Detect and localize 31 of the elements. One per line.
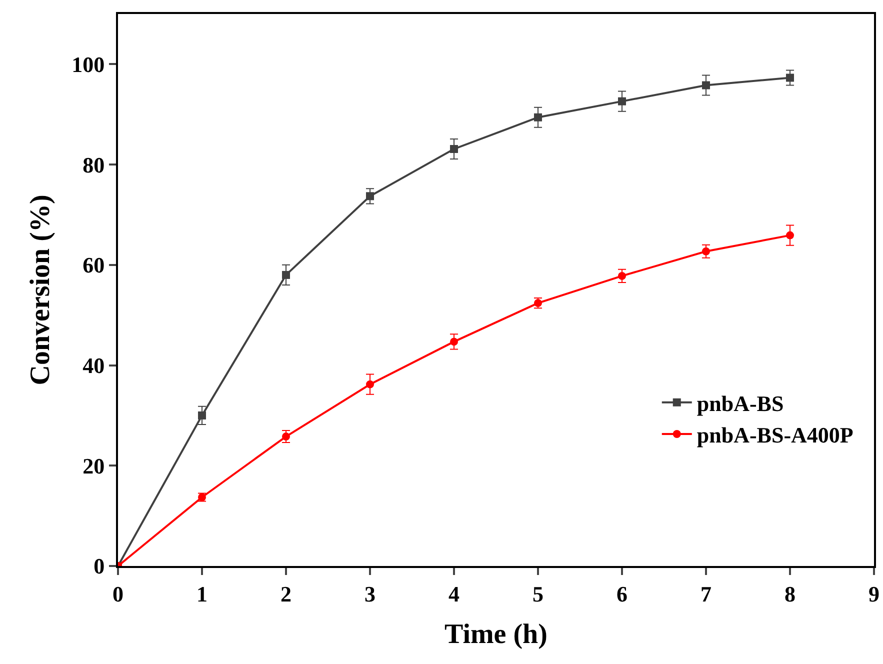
- point: [618, 97, 626, 106]
- point: [450, 144, 458, 153]
- x-tick-label: 4: [448, 581, 460, 606]
- x-tick-label: 5: [532, 581, 544, 606]
- legend-label: pnbA-BS: [696, 390, 784, 416]
- x-tick-label: 7: [700, 581, 712, 606]
- point: [786, 74, 794, 82]
- point: [366, 192, 374, 200]
- y-tick-label: 100: [72, 52, 105, 77]
- y-tick-label: 80: [82, 152, 105, 178]
- point: [534, 113, 542, 122]
- x-tick-label: 2: [280, 581, 292, 606]
- x-tick-label: 9: [868, 581, 880, 606]
- x-tick-label: 3: [364, 581, 376, 606]
- x-tick-label: 6: [616, 581, 628, 606]
- y-tick-label: 60: [82, 252, 105, 278]
- point: [198, 411, 206, 420]
- point: [702, 81, 710, 90]
- x-tick-label: 8: [784, 581, 796, 606]
- point: [786, 231, 794, 240]
- y-axis-title: Conversion (%): [24, 194, 56, 386]
- point: [450, 338, 458, 346]
- point: [282, 270, 290, 279]
- point: [366, 380, 374, 388]
- y-tick-label: 40: [82, 352, 105, 378]
- y-tick-label: 20: [82, 453, 105, 478]
- x-axis-title: Time (h): [444, 619, 548, 650]
- y-tick-label: 0: [94, 554, 105, 579]
- legend-label: pnbA-BS-A400P: [696, 422, 854, 448]
- x-tick-label: 0: [112, 581, 124, 606]
- x-tick-label: 1: [196, 581, 208, 606]
